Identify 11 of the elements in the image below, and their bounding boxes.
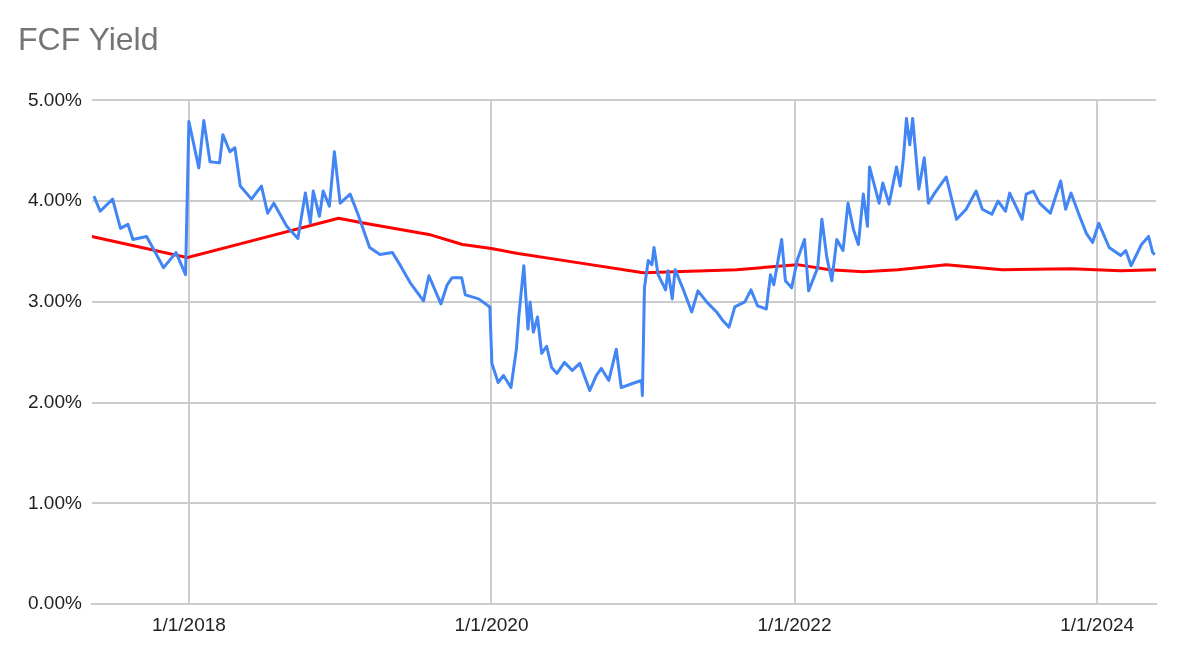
y-tick-label: 0.00% xyxy=(28,592,82,614)
x-tick-label: 1/1/2024 xyxy=(1060,613,1135,635)
y-tick-label: 3.00% xyxy=(28,290,82,312)
y-tick-label: 2.00% xyxy=(28,390,82,412)
x-tick-label: 1/1/2022 xyxy=(757,613,832,635)
y-tick-label: 4.00% xyxy=(28,189,82,211)
x-tick-label: 1/1/2018 xyxy=(151,613,226,635)
y-tick-label: 5.00% xyxy=(28,88,82,110)
y-tick-label: 1.00% xyxy=(28,491,82,513)
chart-title: FCF Yield xyxy=(18,21,159,58)
x-tick-label: 1/1/2020 xyxy=(454,613,529,635)
